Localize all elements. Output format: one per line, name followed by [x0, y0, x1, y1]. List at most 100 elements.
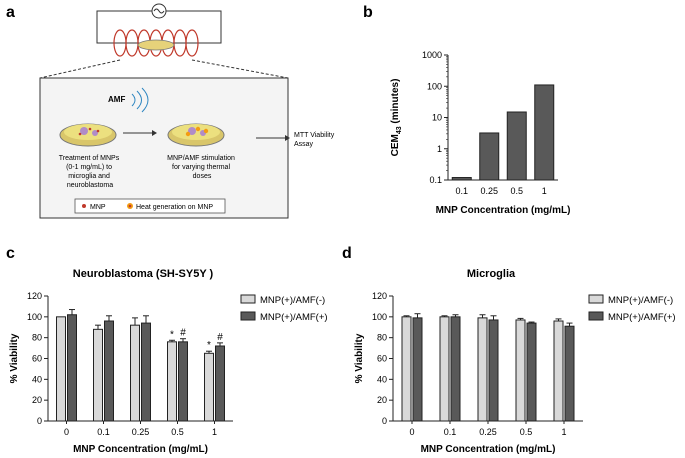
x-tick-label: 0.5	[171, 427, 184, 437]
y-tick-label: 100	[427, 81, 442, 91]
bar	[534, 84, 555, 181]
bar	[506, 111, 527, 181]
bar	[450, 316, 461, 422]
y-tick-label: 80	[377, 333, 387, 343]
bar	[130, 324, 140, 422]
bar	[412, 317, 423, 422]
significance-mark: *	[170, 329, 174, 340]
x-tick-label: 0.1	[455, 186, 468, 196]
bar	[178, 341, 188, 422]
bar	[215, 345, 225, 422]
x-tick-label: 1	[542, 186, 547, 196]
schematic-panel: AMF Treatment of MNPs (0-1 mg/mL) t	[39, 3, 336, 219]
bar	[515, 319, 526, 422]
y-tick-label: 120	[27, 291, 42, 301]
arrow-1-head	[152, 130, 157, 136]
legend-label: MNP(+)/AMF(-)	[608, 295, 673, 306]
amf-wave-icon	[131, 87, 149, 113]
dish-2-icon	[167, 123, 225, 147]
significance-mark: #	[217, 332, 223, 343]
x-tick-label: 0	[64, 427, 69, 437]
bar	[141, 322, 151, 422]
x-axis-label: MNP Concentration (mg/mL)	[421, 444, 556, 455]
zoom-line-right	[191, 59, 289, 79]
legend-swatch	[240, 294, 256, 304]
y-axis-label: % Viability	[354, 333, 365, 383]
panel-label-b: b	[363, 4, 373, 21]
legend-swatch	[588, 294, 604, 304]
y-tick-label: 20	[32, 395, 42, 405]
bar	[204, 352, 214, 422]
x-axis-label: MNP Concentration (mg/mL)	[436, 205, 571, 216]
step3-text: MTT Viability Assay	[294, 132, 336, 148]
bar	[451, 177, 472, 181]
step1-text: Treatment of MNPs (0-1 mg/mL) to microgl…	[59, 155, 121, 189]
bar	[104, 320, 114, 422]
bar	[401, 316, 412, 422]
x-tick-label: 0.25	[480, 186, 498, 196]
legend-swatch	[588, 311, 604, 321]
dish-1-icon	[59, 123, 117, 147]
zoom-line-left	[39, 59, 121, 79]
bar	[564, 325, 575, 422]
chart-title: Microglia	[467, 268, 516, 280]
bar	[167, 341, 177, 422]
y-tick-label: 100	[372, 312, 387, 322]
legend-label: MNP(+)/AMF(+)	[608, 312, 676, 323]
y-tick-label: 20	[377, 395, 387, 405]
chart-neuroblastoma: Neuroblastoma (SH-SY5Y ) 0 20 40 60 80 100 120 0…	[9, 268, 328, 455]
y-tick-label: 80	[32, 333, 42, 343]
x-tick-label: 0.25	[479, 427, 497, 437]
x-tick-label: 0.5	[510, 186, 523, 196]
x-tick-label: 0.25	[132, 427, 150, 437]
x-tick-label: 0.1	[444, 427, 457, 437]
arrow-2-head	[285, 135, 290, 141]
schematic-legend-box	[74, 198, 226, 214]
bar	[553, 320, 564, 422]
panel-label-c: c	[6, 245, 15, 262]
bar	[56, 316, 66, 422]
significance-mark: #	[180, 328, 186, 339]
chart-cem43: 0.1 1 10 100 1000 0.1 0.25 0.5 1 CEM43 (minutes) M…	[390, 50, 570, 216]
x-tick-label: 0	[409, 427, 414, 437]
ac-wave-icon	[153, 8, 165, 14]
amf-label: AMF	[108, 95, 125, 104]
bar	[93, 328, 103, 422]
panel-label-d: d	[342, 245, 352, 262]
y-axis-label: CEM43 (minutes)	[390, 79, 403, 157]
y-tick-label: 120	[372, 291, 387, 301]
y-axis-label-sub: 43	[396, 126, 403, 134]
mnp-dot-icon	[82, 204, 86, 208]
y-axis-label-main: CEM	[390, 134, 401, 156]
y-axis-label-tail: (minutes)	[390, 79, 401, 127]
x-tick-label: 0.5	[520, 427, 533, 437]
y-tick-label: 100	[27, 312, 42, 322]
y-tick-label: 1	[437, 144, 442, 154]
bar	[67, 314, 77, 422]
chart-microglia: Microglia 0 20 40 60 80 100 120 0 0.1 0.25 0.5 1 % Vi…	[354, 268, 676, 455]
y-tick-label: 40	[377, 374, 387, 384]
x-tick-label: 0.1	[97, 427, 110, 437]
x-tick-label: 1	[561, 427, 566, 437]
y-tick-label: 1000	[422, 50, 442, 60]
y-tick-label: 0.1	[429, 175, 442, 185]
schematic-box	[39, 77, 289, 219]
chart-title: Neuroblastoma (SH-SY5Y )	[73, 268, 214, 280]
y-tick-label: 60	[32, 354, 42, 364]
y-axis-label: % Viability	[9, 333, 20, 383]
bar	[439, 316, 450, 422]
heat-dot-core-icon	[128, 204, 132, 208]
legend-label: MNP(+)/AMF(-)	[260, 295, 325, 306]
legend-mnp-label: MNP	[90, 204, 106, 211]
y-tick-label: 40	[32, 374, 42, 384]
x-axis-label: MNP Concentration (mg/mL)	[73, 444, 208, 455]
bar	[526, 322, 537, 422]
bar	[479, 132, 500, 181]
y-tick-label: 10	[432, 113, 442, 123]
bar	[488, 319, 499, 422]
coil-dish-icon	[137, 39, 175, 51]
legend-swatch	[240, 311, 256, 321]
significance-mark: *	[207, 340, 211, 351]
panel-label-a: a	[6, 4, 15, 21]
legend-heat-label: Heat generation on MNP	[136, 204, 213, 211]
